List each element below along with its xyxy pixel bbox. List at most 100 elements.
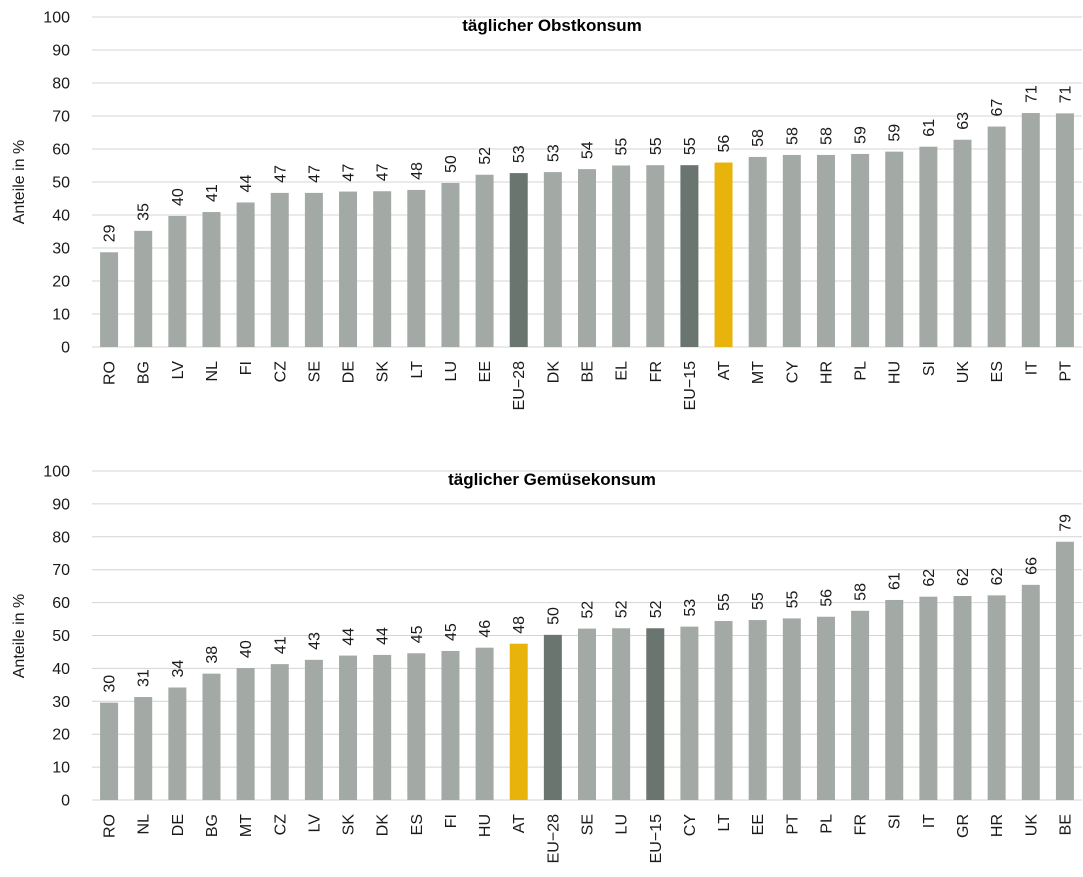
bar-eu-28 [543,634,562,800]
bar-cy [782,154,801,347]
data-label: 52 [477,147,494,165]
bar-de [339,191,358,347]
y-tick-label: 90 [52,496,70,513]
bar-es [407,653,426,800]
data-label: 62 [921,569,938,587]
data-label: 34 [170,660,187,678]
data-label: 41 [204,184,221,202]
bar-nl [202,212,221,347]
y-tick-label: 50 [52,175,70,192]
y-tick-label: 100 [43,464,70,481]
data-label: 55 [682,137,699,155]
data-label: 59 [853,126,870,144]
category-label: EU−15 [682,361,699,410]
chart-title: täglicher Gemüsekonsum [448,470,656,489]
category-label: CY [682,814,699,837]
data-label: 47 [341,164,358,182]
bar-pl [851,153,870,347]
bar-sk [339,655,358,800]
y-tick-label: 20 [52,274,70,291]
data-label: 53 [545,144,562,162]
bar-sk [373,191,392,347]
category-label: HR [989,814,1006,837]
bar-be [1055,541,1074,800]
bar-se [304,192,323,347]
y-tick-label: 80 [52,529,70,546]
data-label: 53 [511,145,528,163]
bar-lv [168,215,187,347]
category-label: EU−15 [648,814,665,863]
data-label: 52 [580,601,597,619]
category-label: PT [784,814,801,835]
bar-el [612,165,631,347]
data-label: 58 [784,127,801,145]
chart-title: täglicher Obstkonsum [462,16,641,35]
bar-bg [134,230,153,347]
data-label: 45 [409,625,426,643]
category-label: NL [136,814,153,835]
category-label: HU [477,814,494,837]
bar-uk [953,139,972,347]
category-label: EE [750,814,767,835]
category-label: LU [443,361,460,381]
category-label: LV [306,814,323,833]
data-label: 56 [818,589,835,607]
bar-mt [236,668,255,800]
data-label: 56 [716,135,733,153]
y-tick-label: 60 [52,595,70,612]
y-tick-label: 50 [52,628,70,645]
category-label: FR [648,361,665,382]
data-label: 66 [1023,557,1040,575]
category-label: NL [204,361,221,382]
bar-ee [475,174,494,347]
category-label: HR [818,361,835,384]
bar-lt [407,189,426,347]
category-label: HU [887,361,904,384]
category-label: UK [955,361,972,384]
data-label: 50 [545,607,562,625]
data-label: 79 [1057,514,1074,532]
bar-cy [680,626,699,800]
y-axis-label: Anteile in % [11,594,28,679]
category-label: BG [136,361,153,384]
category-label: BG [204,814,221,837]
bar-fr [646,165,665,347]
data-label: 41 [272,636,289,654]
bar-dk [543,172,562,347]
y-tick-label: 10 [52,760,70,777]
data-label: 58 [750,129,767,147]
category-label: UK [1023,814,1040,837]
data-label: 71 [1023,85,1040,103]
data-label: 62 [955,568,972,586]
data-label: 29 [102,224,119,242]
y-tick-label: 70 [52,562,70,579]
category-label: FI [443,814,460,828]
bar-si [919,146,938,347]
category-label: DE [341,361,358,383]
category-label: FI [238,361,255,375]
data-label: 44 [375,627,392,645]
data-label: 38 [204,646,221,664]
data-label: 55 [614,138,631,156]
category-label: CY [784,361,801,384]
bar-at [714,162,733,347]
y-tick-label: 70 [52,109,70,126]
bar-es [987,126,1006,347]
data-label: 47 [306,165,323,183]
category-label: DK [375,814,392,837]
bar-uk [1021,584,1040,800]
data-label: 47 [272,165,289,183]
category-label: ES [409,814,426,835]
category-label: PL [818,814,835,834]
data-label: 35 [136,203,153,221]
y-tick-label: 10 [52,307,70,324]
data-label: 54 [580,141,597,159]
data-label: 45 [443,623,460,641]
data-label: 48 [409,162,426,180]
bar-cz [270,192,289,347]
category-label: AT [716,361,733,380]
category-label: SE [580,814,597,835]
data-label: 55 [784,590,801,608]
category-label: ES [989,361,1006,382]
data-label: 30 [102,675,119,693]
